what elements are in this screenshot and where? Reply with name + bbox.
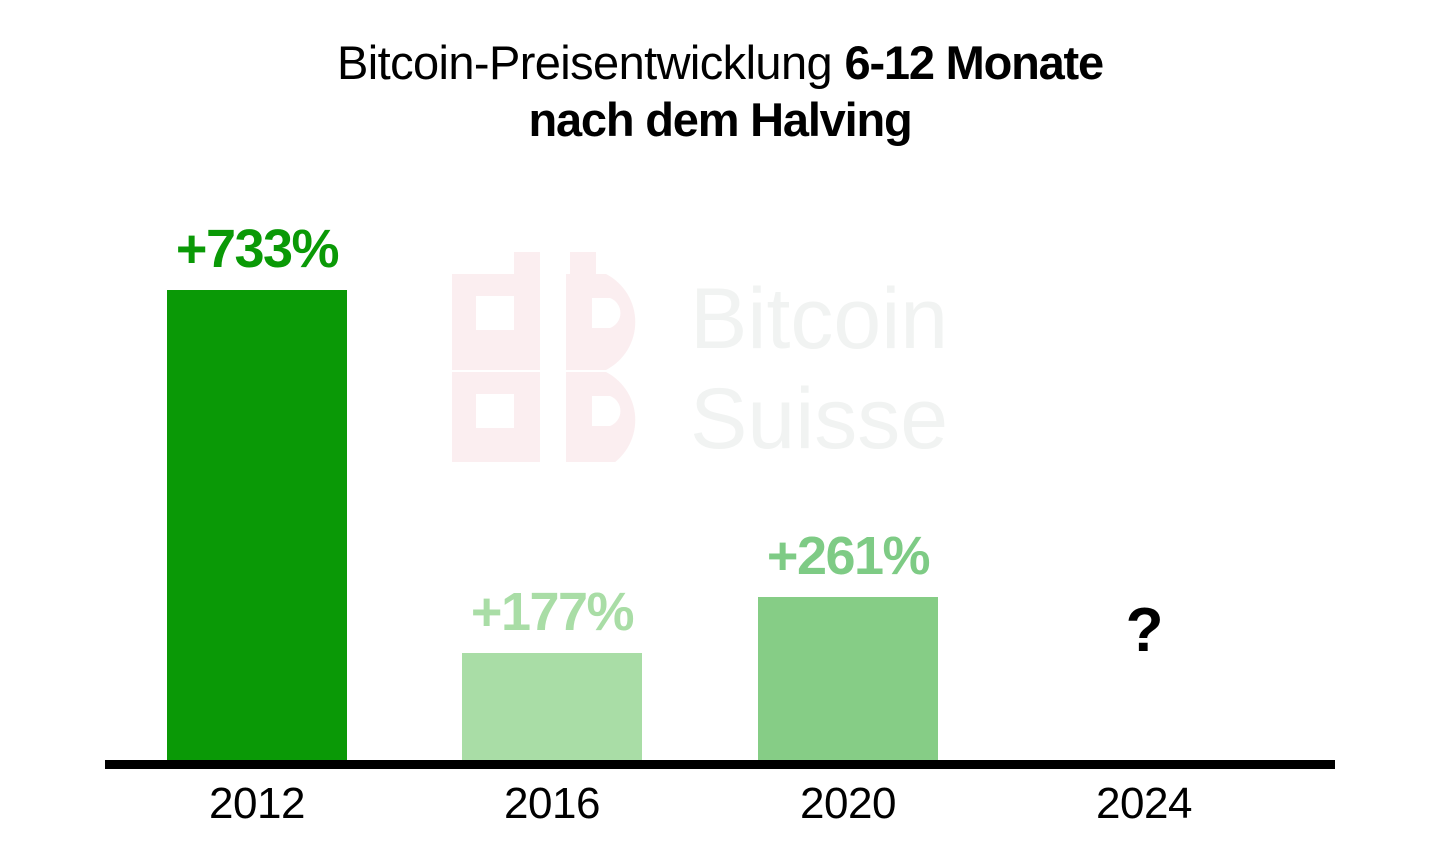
bar-value-label-2012: +733% bbox=[175, 219, 340, 279]
chart-title-line-1: Bitcoin-Preisentwicklung 6-12 Monate bbox=[0, 34, 1440, 91]
chart-title: Bitcoin-Preisentwicklung 6-12 Monate nac… bbox=[0, 34, 1440, 149]
chart-title-bold-part: 6-12 Monate bbox=[844, 36, 1105, 89]
bar-2016 bbox=[462, 653, 642, 760]
x-axis-label-2020: 2020 bbox=[800, 779, 896, 828]
bar-2012 bbox=[167, 290, 347, 760]
chart-title-line-2: nach dem Halving bbox=[528, 93, 912, 147]
bar-2020 bbox=[758, 597, 938, 760]
bar-value-label-2024: ? bbox=[1125, 596, 1164, 665]
x-axis-line bbox=[105, 760, 1335, 769]
x-axis-label-2024: 2024 bbox=[1096, 779, 1192, 828]
x-axis-label-2016: 2016 bbox=[504, 779, 600, 828]
chart-title-regular-part: Bitcoin-Preisentwicklung bbox=[337, 36, 845, 89]
x-axis-label-2012: 2012 bbox=[209, 779, 305, 828]
bar-value-label-2020: +261% bbox=[766, 526, 931, 586]
bar-value-label-2016: +177% bbox=[470, 582, 635, 642]
